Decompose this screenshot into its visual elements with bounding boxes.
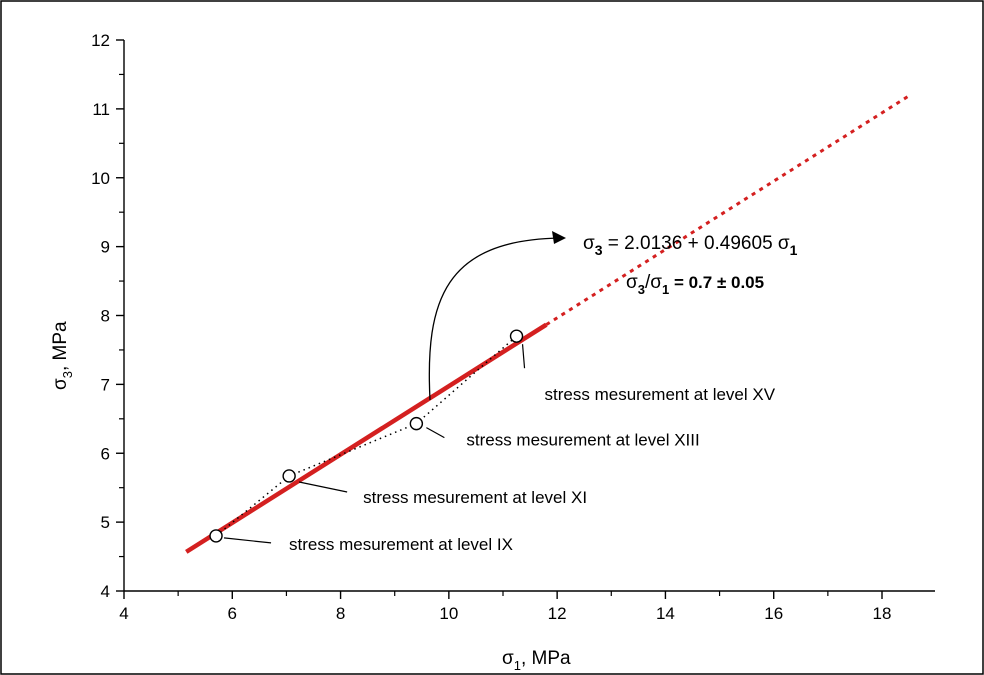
data-point — [509, 329, 524, 343]
x-tick-label: 14 — [656, 604, 675, 623]
ratio-num-symbol: σ — [626, 272, 638, 293]
y-label-sub: 3 — [60, 371, 75, 378]
y-label-suffix: , MPa — [50, 321, 71, 371]
equation-arrowhead — [552, 231, 566, 244]
x-axis-label: σ1, MPa — [502, 648, 571, 673]
ratio-value: = 0.7 ± 0.05 — [669, 273, 764, 292]
ratio-num-sub: 3 — [638, 282, 645, 297]
y-axis-ticks: 4 5 6 7 8 9 10 11 12 — [91, 31, 124, 601]
ratio-slash: / — [645, 272, 651, 293]
y-label-symbol: σ — [50, 378, 71, 390]
x-tick-label: 6 — [228, 604, 237, 623]
equation-lhs-sub: 3 — [595, 242, 603, 258]
x-axis-ticks: 4 6 8 10 12 14 16 18 — [119, 591, 891, 623]
x-tick-label: 10 — [439, 604, 458, 623]
point-label: stress mesurement at level XI — [363, 488, 587, 507]
fit-equation: σ3 = 2.0136 + 0.49605 σ1 — [583, 233, 798, 258]
y-tick-label: 5 — [101, 513, 110, 532]
y-tick-label: 12 — [91, 31, 110, 50]
x-label-symbol: σ — [502, 648, 514, 669]
x-label-suffix: , MPa — [521, 648, 571, 669]
data-point — [409, 416, 424, 431]
y-tick-label: 10 — [91, 169, 110, 188]
point-label: stress mesurement at level IX — [289, 535, 513, 554]
data-point — [282, 469, 296, 483]
data-point — [209, 529, 223, 543]
point-label: stress mesurement at level XV — [545, 385, 776, 404]
annotation-leader — [223, 537, 272, 544]
x-label-sub: 1 — [514, 658, 521, 673]
equation-lhs-symbol: σ — [583, 233, 595, 254]
ratio-den-symbol: σ — [650, 272, 662, 293]
equation-rhs-sub: 1 — [790, 242, 798, 258]
y-tick-label: 11 — [92, 100, 110, 119]
y-tick-label: 4 — [101, 582, 110, 601]
x-tick-label: 18 — [873, 604, 892, 623]
annotation-leader — [426, 427, 445, 439]
y-axis-label: σ3, MPa — [50, 321, 75, 390]
stress-ratio: σ3/σ1 = 0.7 ± 0.05 — [626, 272, 764, 297]
y-tick-label: 9 — [101, 238, 110, 257]
equation-rhs-symbol: σ — [778, 233, 790, 254]
x-tick-label: 8 — [336, 604, 345, 623]
data-points — [209, 329, 524, 543]
equation-rhs-text: = 2.0136 + 0.49605 — [603, 233, 778, 254]
annotation-leader — [521, 344, 526, 369]
x-tick-label: 12 — [548, 604, 567, 623]
x-tick-label: 16 — [764, 604, 783, 623]
y-tick-label: 8 — [101, 307, 110, 326]
y-tick-label: 7 — [101, 375, 110, 394]
point-label: stress mesurement at level XIII — [466, 431, 699, 450]
equation-arrow — [428, 237, 561, 401]
ratio-den-sub: 1 — [662, 282, 669, 297]
annotation-leader — [299, 481, 348, 493]
y-tick-label: 6 — [101, 444, 110, 463]
point-annotations: stress mesurement at level IX stress mesu… — [223, 344, 776, 554]
x-tick-label: 4 — [119, 604, 128, 623]
